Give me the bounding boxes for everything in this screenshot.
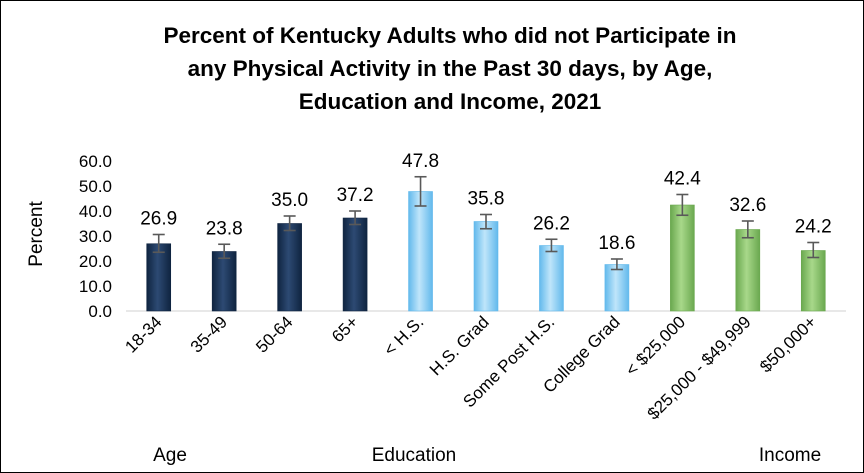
bar-college-grad <box>604 264 630 312</box>
chart-title-line-3: Education and Income, 2021 <box>299 89 602 114</box>
data-label: 26.2 <box>533 213 570 234</box>
category-label: < $25,000 <box>622 312 689 379</box>
bar-50-64 <box>277 223 302 312</box>
bar-65- <box>342 217 368 312</box>
group-label-income: Income <box>759 445 821 466</box>
data-label: 47.8 <box>402 151 439 172</box>
y-tick-label: 40.0 <box>79 202 112 221</box>
category-label: 50-64 <box>252 312 296 356</box>
bar--25-000-49-999 <box>735 229 761 312</box>
y-axis: 0.0 10.0 20.0 30.0 40.0 50.0 60.0 <box>79 152 846 321</box>
y-tick-label: 20.0 <box>79 252 112 271</box>
bars <box>146 191 826 312</box>
group-labels: Age Education Income <box>153 445 821 466</box>
category-label: H.S. Grad <box>426 312 493 379</box>
data-label: 35.0 <box>271 190 308 211</box>
data-label: 32.6 <box>729 195 766 216</box>
bar--25-000 <box>670 204 695 312</box>
y-axis-title: Percent <box>26 201 47 267</box>
data-label: 35.8 <box>468 189 505 210</box>
data-label: 23.8 <box>206 218 243 239</box>
data-label: 18.6 <box>598 233 635 254</box>
data-label: 42.4 <box>664 169 701 190</box>
chart-title-line-2: any Physical Activity in the Past 30 day… <box>188 56 713 81</box>
error-bars <box>152 175 820 271</box>
data-label: 24.2 <box>795 217 832 238</box>
y-tick-label: 60.0 <box>79 152 112 171</box>
data-label: 37.2 <box>337 185 374 206</box>
group-label-education: Education <box>372 445 457 466</box>
category-label: 18-34 <box>121 312 165 356</box>
category-label: $50,000+ <box>756 312 820 376</box>
bar-some-post-h-s- <box>539 245 564 312</box>
data-labels: 26.9 23.8 35.0 37.2 47.8 35.8 26.2 18.6 42.4 32.6… <box>140 151 832 254</box>
category-label: 35-49 <box>187 312 231 356</box>
bar--50-000- <box>800 250 826 312</box>
chart-title-line-1: Percent of Kentucky Adults who did not P… <box>164 23 737 48</box>
data-label: 26.9 <box>140 209 177 230</box>
y-tick-label: 50.0 <box>79 177 112 196</box>
y-tick-label: 30.0 <box>79 227 112 246</box>
bar-18-34 <box>146 243 172 312</box>
category-label: < H.S. <box>380 312 427 359</box>
group-label-age: Age <box>153 445 187 466</box>
bar-h-s-grad <box>473 221 499 312</box>
y-tick-label: 0.0 <box>88 302 112 321</box>
bar-35-49 <box>211 251 237 312</box>
y-tick-label: 10.0 <box>79 277 112 296</box>
category-label: 65+ <box>328 312 362 346</box>
bar--h-s- <box>408 191 433 312</box>
